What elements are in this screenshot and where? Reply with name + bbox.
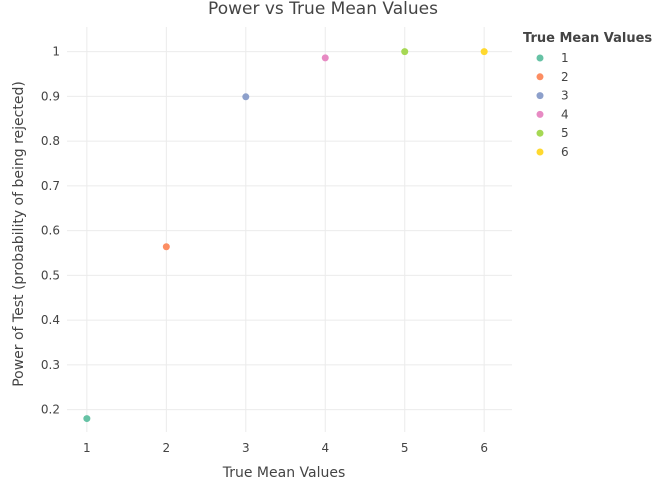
x-axis-ticks: 1 2 3 4 5 6: [83, 441, 488, 455]
y-tick-label: 1: [52, 45, 60, 59]
legend-marker-5: [536, 129, 544, 137]
y-tick-label: 0.9: [41, 89, 60, 103]
x-tick-label: 3: [242, 441, 250, 455]
y-tick-label: 0.6: [41, 224, 60, 238]
data-point-3[interactable]: [242, 93, 250, 101]
x-tick-label: 1: [83, 441, 91, 455]
grid-layer: [67, 27, 512, 432]
legend-label-4: 4: [561, 107, 569, 121]
chart-title: Power vs True Mean Values: [208, 0, 438, 19]
y-tick-label: 0.7: [41, 179, 60, 193]
legend-label-2: 2: [561, 70, 569, 84]
x-tick-label: 4: [321, 441, 329, 455]
data-points: [83, 48, 488, 423]
data-point-2[interactable]: [162, 243, 170, 251]
x-axis-title: True Mean Values: [222, 465, 346, 480]
data-point-4[interactable]: [321, 54, 329, 62]
data-point-1[interactable]: [83, 415, 91, 423]
legend-label-5: 5: [561, 126, 569, 140]
legend-marker-2: [536, 73, 544, 81]
x-tick-label: 5: [401, 441, 409, 455]
data-point-6[interactable]: [480, 48, 488, 56]
legend-marker-4: [536, 110, 544, 118]
y-tick-label: 0.5: [41, 268, 60, 282]
legend-marker-6: [536, 148, 544, 156]
legend-label-6: 6: [561, 145, 569, 159]
y-axis-title: Power of Test (probability of being reje…: [11, 81, 27, 387]
y-tick-label: 0.3: [41, 358, 60, 372]
legend-items: 1 2 3 4 5 6: [536, 51, 569, 159]
y-tick-label: 0.4: [41, 313, 60, 327]
legend: True Mean Values 1 2 3 4 5 6: [523, 31, 652, 159]
x-tick-label: 2: [163, 441, 171, 455]
y-tick-label: 0.2: [41, 403, 60, 417]
y-axis-ticks: 0.2 0.3 0.4 0.5 0.6 0.7 0.8 0.9 1: [41, 45, 60, 417]
legend-label-1: 1: [561, 51, 569, 65]
legend-label-3: 3: [561, 89, 569, 103]
data-point-5[interactable]: [401, 48, 409, 56]
legend-marker-3: [536, 92, 544, 100]
y-tick-label: 0.8: [41, 134, 60, 148]
legend-title: True Mean Values: [523, 31, 652, 46]
legend-marker-1: [536, 54, 544, 62]
x-tick-label: 6: [480, 441, 488, 455]
